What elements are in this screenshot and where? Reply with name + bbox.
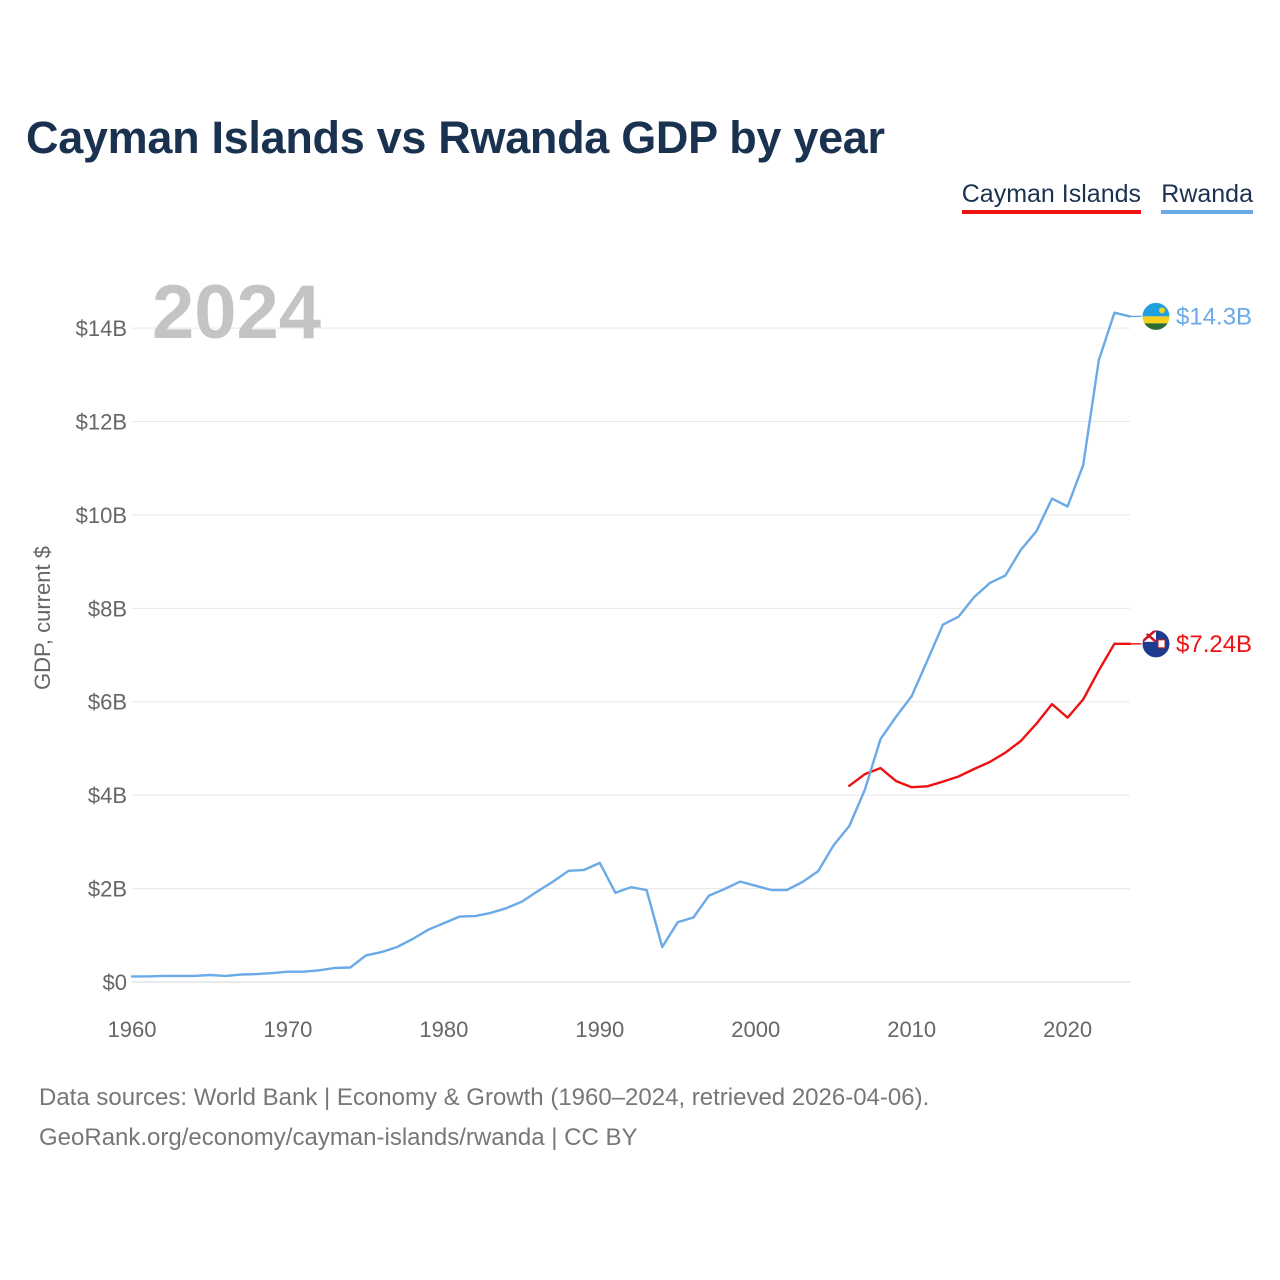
current-year-label: 2024 [152,270,321,355]
y-axis-ticks: $0 $2B $4B $6B $8B $10B $12B $14B [76,316,127,995]
y-tick-label: $2B [88,877,127,902]
y-tick-label: $0 [103,970,127,995]
x-tick-label: 2000 [731,1017,780,1042]
rwanda-flag-icon [1141,301,1171,331]
series-lines [130,311,1132,978]
credit-link[interactable]: GeoRank.org/economy/cayman-islands/rwand… [39,1124,638,1151]
legend-item-cayman-islands[interactable]: Cayman Islands [961,180,1141,214]
end-label-cayman-islands: $7.24B [1176,631,1252,658]
x-tick-label: 2020 [1043,1017,1092,1042]
x-axis-ticks: 1960 1970 1980 1990 2000 2010 2020 [108,1017,1093,1042]
series-line-cayman-islands [848,642,1132,789]
x-tick-label: 1970 [263,1017,312,1042]
chart-title: Cayman Islands vs Rwanda GDP by year [26,112,885,163]
x-tick-label: 2010 [887,1017,936,1042]
y-tick-label: $4B [88,783,127,808]
cayman-islands-flag-icon [1141,629,1171,659]
y-tick-label: $8B [88,596,127,621]
series-line-rwanda [130,311,1132,978]
legend-item-rwanda[interactable]: Rwanda [1161,180,1253,214]
line-chart: $0$2B$4B$6B$8B$10B$12B$14B 1960 1970 1980 1… [30,270,1252,1042]
data-source-note: Data sources: World Bank | Economy & Gro… [39,1084,930,1111]
end-label-rwanda: $14.3B [1176,303,1252,330]
y-axis-title: GDP, current $ [30,546,55,690]
y-tick-label: $10B [76,503,127,528]
x-tick-label: 1960 [108,1017,157,1042]
gridlines [132,327,1130,983]
end-markers: $7.24B $14.3B [1130,301,1252,659]
y-tick-label: $6B [88,690,127,715]
y-tick-label: $12B [76,409,127,434]
x-tick-label: 1990 [575,1017,624,1042]
x-tick-label: 1980 [419,1017,468,1042]
y-tick-label: $14B [76,316,127,341]
